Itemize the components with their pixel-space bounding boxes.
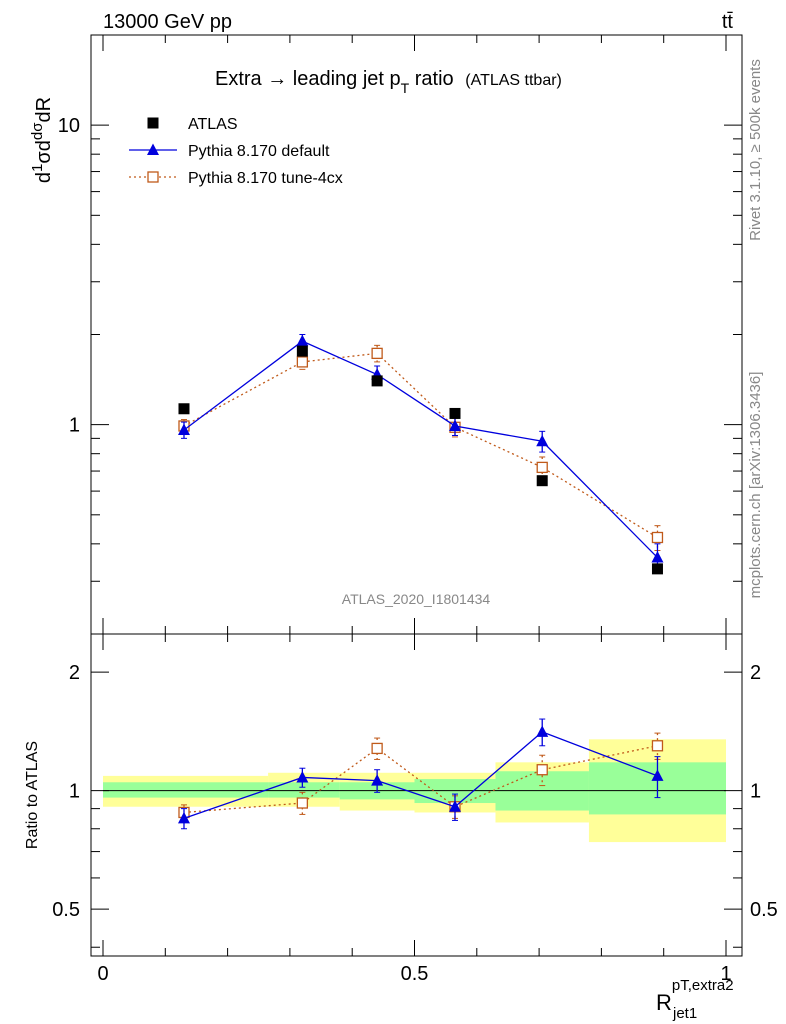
ratio-uncertainty-bands xyxy=(103,739,726,843)
main-y-axis-label: d1σddσdR xyxy=(29,97,55,183)
pythia-8-170-tune-4cx-point xyxy=(371,347,383,360)
pythia-8-170-tune-4cx-point xyxy=(651,531,664,544)
pythia-8-170-default-ratio-point xyxy=(177,811,190,824)
atlas-point xyxy=(449,407,461,419)
x-tick-label: 1 xyxy=(720,963,731,985)
ratio-y-tick-label-right: 0.5 xyxy=(750,899,778,921)
svg-text:d1σddσdR: d1σddσdR xyxy=(29,97,55,183)
axis-ticks: 0 0.5 1 1 10 0.5 0.5 1 1 2 2 xyxy=(52,35,778,985)
pythia-8-170-default-ratio-point xyxy=(371,774,384,786)
x-tick-label: 0.5 xyxy=(401,963,429,985)
title-main: Extra → leading jet p xyxy=(215,68,401,90)
x-axis-label: RpT,extra2 jet1 xyxy=(656,977,734,1022)
title-subscript: T xyxy=(401,80,410,96)
pythia-8-170-tune-4cx-ratio-point xyxy=(651,740,664,752)
pythia-8-170-default-point xyxy=(651,551,664,563)
y-tick-label: 10 xyxy=(58,115,80,137)
atlas-point xyxy=(178,403,190,415)
legend-marker xyxy=(147,143,159,155)
title-paren: (ATLAS ttbar) xyxy=(465,72,562,89)
pythia-8-170-tune-4cx-point xyxy=(536,461,548,474)
ratio-stat-band xyxy=(103,782,269,798)
pythia-8-170-default-line xyxy=(183,340,658,559)
x-tick-label: 0 xyxy=(97,963,108,985)
rivet-version-label: Rivet 3.1.10, ≥ 500k events xyxy=(747,59,764,241)
mcplots-source-label: mcplots.cern.ch [arXiv:1306.3436] xyxy=(747,372,764,599)
pythia-8-170-tune-4cx-point xyxy=(296,356,309,368)
header-right-label: tt̄ xyxy=(722,11,734,33)
ratio-y-tick-label-left: 0.5 xyxy=(52,899,80,921)
chart-title: Extra → leading jet pT ratio (ATLAS ttba… xyxy=(215,68,562,96)
legend-label: ATLAS xyxy=(188,116,238,133)
pythia-8-170-default-ratio-point xyxy=(536,725,549,737)
ratio-y-tick-label-left: 2 xyxy=(69,662,80,684)
atlas-point xyxy=(536,475,548,487)
data-series xyxy=(177,334,664,830)
ratio-y-tick-label-right: 2 xyxy=(750,662,761,684)
ratio-y-tick-label-left: 1 xyxy=(69,781,80,803)
pythia-8-170-default-point xyxy=(296,334,309,347)
pythia-8-170-default-ratio-point xyxy=(296,770,309,783)
header-left-label: 13000 GeV pp xyxy=(103,11,232,33)
pythia-8-170-default-ratio-point xyxy=(651,769,664,781)
legend-marker xyxy=(147,171,159,183)
analysis-label: ATLAS_2020_I1801434 xyxy=(342,591,491,607)
ratio-y-tick-label-right: 1 xyxy=(750,781,761,803)
pythia-8-170-tune-4cx-ratio-point xyxy=(371,742,383,755)
pythia-8-170-default-ratio-point xyxy=(448,800,461,812)
legend-label: Pythia 8.170 default xyxy=(188,143,330,160)
legend-label: Pythia 8.170 tune-4cx xyxy=(188,170,343,187)
pythia-8-170-default-point xyxy=(536,434,549,447)
pythia-8-170-tune-4cx-ratio-point xyxy=(536,764,548,776)
atlas-point xyxy=(651,563,663,575)
atlas-point xyxy=(371,375,383,387)
atlas-point xyxy=(296,345,308,357)
pythia-8-170-tune-4cx-line xyxy=(183,352,658,539)
pythia-8-170-default-point xyxy=(177,423,190,435)
pythia-8-170-tune-4cx-ratio-point xyxy=(296,797,309,809)
title-tail: ratio xyxy=(409,68,453,90)
y-tick-label: 1 xyxy=(69,415,80,437)
x-axis-label-main: R xyxy=(656,990,672,1015)
pythia-8-170-default-point xyxy=(448,419,461,431)
legend-marker xyxy=(147,117,159,129)
ratio-plot-frame xyxy=(90,633,743,957)
x-axis-label-sub: jet1 xyxy=(672,1005,697,1022)
x-axis-label-sup: pT,extra2 xyxy=(672,977,734,994)
pythia-8-170-default-ratio-line xyxy=(183,731,658,820)
legend: ATLAS Pythia 8.170 default Pythia 8.170 tu… xyxy=(129,116,343,187)
ratio-y-axis-label: Ratio to ATLAS xyxy=(24,741,41,849)
ratio-stat-band xyxy=(268,782,340,798)
